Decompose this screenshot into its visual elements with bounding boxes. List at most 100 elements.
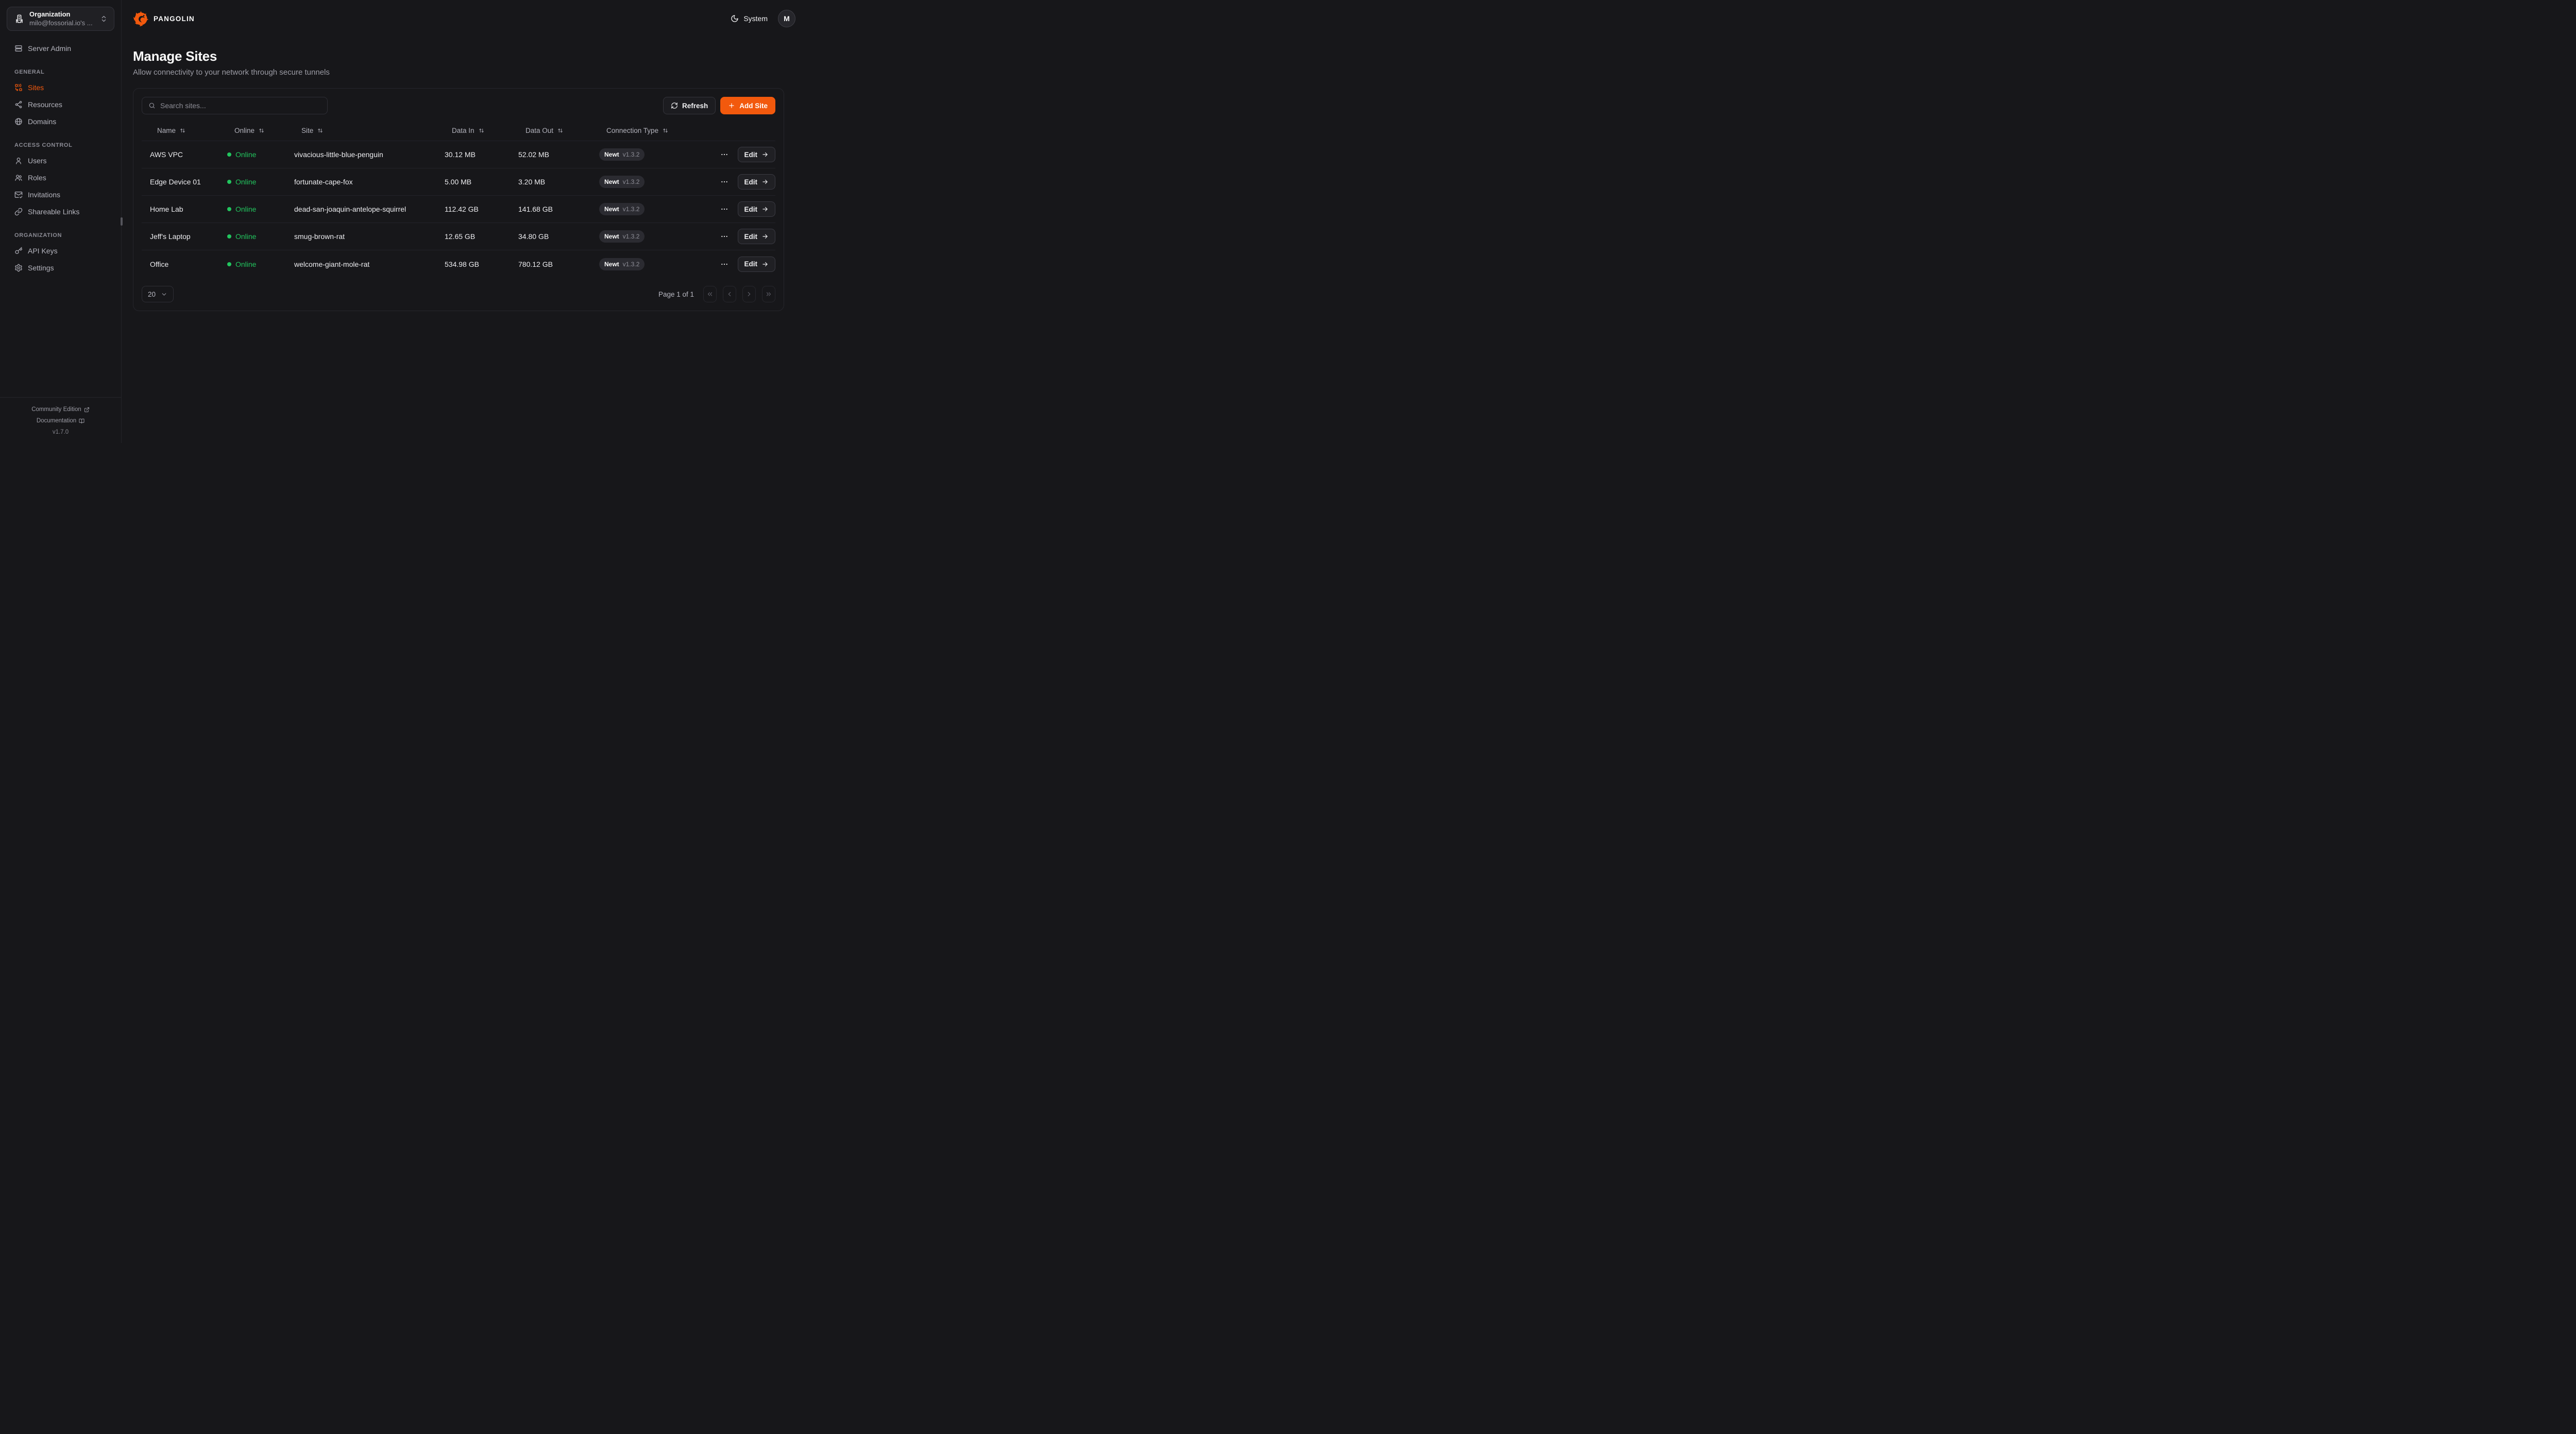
refresh-button[interactable]: Refresh (663, 97, 716, 114)
sidebar-item-users[interactable]: Users (7, 152, 114, 169)
sidebar-item-settings[interactable]: Settings (7, 260, 114, 276)
add-site-button[interactable]: Add Site (720, 97, 775, 114)
ellipsis-icon (720, 150, 728, 159)
sidebar-item-server-admin[interactable]: Server Admin (7, 40, 114, 57)
row-menu-button[interactable] (720, 231, 731, 242)
sidebar-resize-handle[interactable] (120, 217, 123, 226)
sort-icon (258, 127, 265, 134)
user-icon (14, 157, 23, 165)
table-row: Edge Device 01 Online fortunate-cape-fox… (142, 168, 775, 196)
plus-icon (728, 102, 735, 109)
last-page-button[interactable] (762, 286, 775, 302)
site-id-cell: fortunate-cape-fox (294, 178, 353, 186)
sidebar-item-api-keys[interactable]: API Keys (7, 243, 114, 259)
documentation-link[interactable]: Documentation (5, 415, 116, 426)
data-in-cell: 534.98 GB (445, 260, 479, 268)
mail-check-icon (14, 191, 23, 199)
ellipsis-icon (720, 178, 728, 186)
column-header-connection-type[interactable]: Connection Type (591, 127, 693, 134)
table-header-row: Name Online Site Data In Data Out Connec… (142, 121, 775, 141)
sidebar-item-roles[interactable]: Roles (7, 169, 114, 186)
sidebar-item-invitations[interactable]: Invitations (7, 186, 114, 203)
edit-button[interactable]: Edit (737, 174, 775, 190)
site-id-cell: welcome-giant-mole-rat (294, 260, 370, 268)
nav-section: ACCESS CONTROL Users Roles Invitations S… (7, 142, 114, 220)
table-row: Office Online welcome-giant-mole-rat 534… (142, 250, 775, 278)
data-in-cell: 12.65 GB (445, 232, 476, 241)
next-page-button[interactable] (742, 286, 756, 302)
version-label: v1.7.0 (52, 429, 69, 435)
main-content: PANGOLIN System M Manage Sites Allow con… (122, 0, 808, 443)
connection-type-badge: Newt v1.3.2 (599, 148, 645, 161)
row-menu-button[interactable] (720, 149, 731, 160)
edit-button[interactable]: Edit (737, 201, 775, 217)
chevrons-right-icon (765, 291, 772, 298)
site-name-cell: Office (150, 260, 169, 268)
sort-icon (557, 127, 564, 134)
data-in-cell: 5.00 MB (445, 178, 472, 186)
theme-label: System (743, 14, 768, 23)
row-menu-button[interactable] (720, 204, 731, 214)
edit-button[interactable]: Edit (737, 229, 775, 244)
server-icon (14, 44, 23, 53)
theme-toggle-button[interactable]: System (731, 14, 768, 23)
table-row: AWS VPC Online vivacious-little-blue-pen… (142, 141, 775, 168)
connection-type-badge: Newt v1.3.2 (599, 258, 645, 270)
moon-icon (731, 14, 739, 23)
column-header-data-in[interactable]: Data In (436, 127, 510, 134)
sidebar-nav: Server Admin GENERAL Sites Resources Dom… (7, 31, 114, 397)
site-name-cell: Home Lab (150, 205, 183, 213)
sites-icon (14, 83, 23, 92)
sidebar-item-resources[interactable]: Resources (7, 96, 114, 113)
row-menu-button[interactable] (720, 259, 731, 269)
link-icon (14, 208, 23, 216)
sidebar-item-label: Shareable Links (28, 208, 80, 216)
data-out-cell: 34.80 GB (518, 232, 549, 241)
sidebar-item-label: Server Admin (28, 44, 72, 53)
sidebar-item-label: Domains (28, 117, 57, 126)
search-input[interactable] (160, 101, 321, 110)
sidebar-item-domains[interactable]: Domains (7, 113, 114, 130)
online-status: Online (219, 178, 286, 186)
avatar[interactable]: M (778, 10, 795, 27)
page-subtitle: Allow connectivity to your network throu… (133, 68, 330, 77)
previous-page-button[interactable] (723, 286, 736, 302)
arrow-right-icon (761, 233, 769, 240)
page-size-select[interactable]: 20 (142, 286, 174, 302)
ellipsis-icon (720, 232, 728, 241)
nav-section-label: GENERAL (14, 69, 45, 75)
online-dot (227, 152, 231, 157)
arrow-right-icon (761, 178, 769, 185)
nav-section-label: ACCESS CONTROL (14, 142, 73, 148)
sort-icon (179, 127, 186, 134)
column-header-online[interactable]: Online (219, 127, 286, 134)
column-header-name[interactable]: Name (142, 127, 219, 134)
row-menu-button[interactable] (720, 177, 731, 187)
chevron-right-icon (745, 291, 753, 298)
site-name-cell: AWS VPC (150, 150, 183, 159)
org-switcher[interactable]: Organization milo@fossorial.io's ... (7, 7, 114, 31)
data-out-cell: 141.68 GB (518, 205, 553, 213)
sidebar-item-shareable-links[interactable]: Shareable Links (7, 203, 114, 220)
data-out-cell: 3.20 MB (518, 178, 546, 186)
topbar: PANGOLIN System M (133, 0, 808, 37)
ellipsis-icon (720, 205, 728, 213)
pangolin-logo-icon (133, 10, 149, 26)
sidebar: Organization milo@fossorial.io's ... Ser… (0, 0, 123, 443)
arrow-right-icon (761, 261, 769, 268)
edit-button[interactable]: Edit (737, 147, 775, 162)
online-status: Online (219, 232, 286, 241)
data-in-cell: 112.42 GB (445, 205, 479, 213)
sidebar-item-label: API Keys (28, 247, 58, 255)
online-dot (227, 180, 231, 184)
sort-icon (478, 127, 485, 134)
pagination-bar: 20 Page 1 of 1 (142, 286, 775, 302)
first-page-button[interactable] (703, 286, 717, 302)
edit-button[interactable]: Edit (737, 256, 775, 272)
column-header-site[interactable]: Site (286, 127, 436, 134)
community-edition-link[interactable]: Community Edition (5, 404, 116, 415)
column-header-data-out[interactable]: Data Out (510, 127, 591, 134)
sidebar-item-sites[interactable]: Sites (7, 79, 114, 96)
online-status: Online (219, 150, 286, 159)
table-body: AWS VPC Online vivacious-little-blue-pen… (142, 141, 775, 278)
